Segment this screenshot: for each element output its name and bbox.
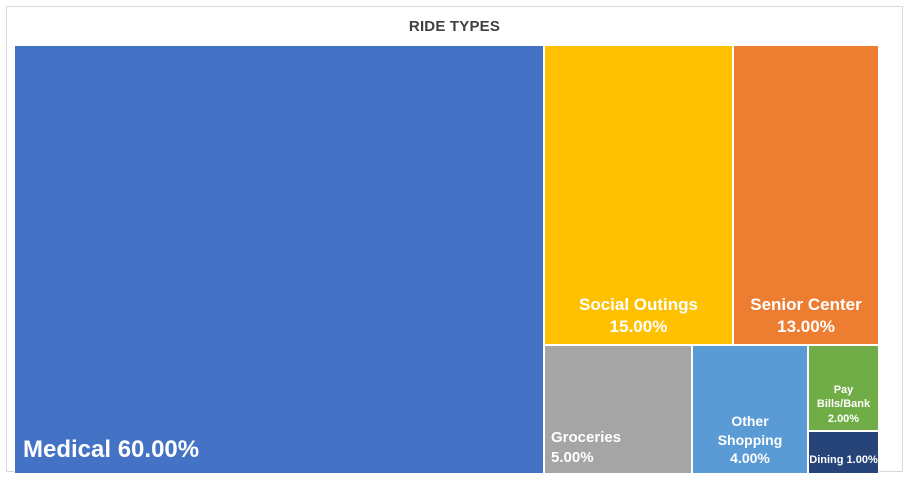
treemap-tile-pay-bills-bank: Pay Bills/Bank 2.00% xyxy=(808,345,879,431)
treemap-tile-other-shopping: Other Shopping 4.00% xyxy=(692,345,808,474)
treemap-tile-senior-center: Senior Center 13.00% xyxy=(733,45,879,345)
treemap-tile-groceries: Groceries 5.00% xyxy=(544,345,692,474)
treemap-tile-medical: Medical 60.00% xyxy=(14,45,544,474)
treemap-tile-label: Pay Bills/Bank 2.00% xyxy=(816,384,871,425)
chart-title: RIDE TYPES xyxy=(408,18,501,35)
treemap-tile-social-outings: Social Outings 15.00% xyxy=(544,45,733,345)
treemap-tile-label: Groceries 5.00% xyxy=(551,429,622,466)
treemap-tile-label: Dining 1.00% xyxy=(809,453,878,466)
treemap-tile-dining: Dining 1.00% xyxy=(808,431,879,474)
treemap-tile-label: Senior Center 13.00% xyxy=(750,294,862,336)
treemap-tile-label: Medical 60.00% xyxy=(23,435,200,463)
treemap-tile-label: Social Outings 15.00% xyxy=(578,294,699,336)
treemap-tile-label: Other Shopping 4.00% xyxy=(717,413,783,466)
